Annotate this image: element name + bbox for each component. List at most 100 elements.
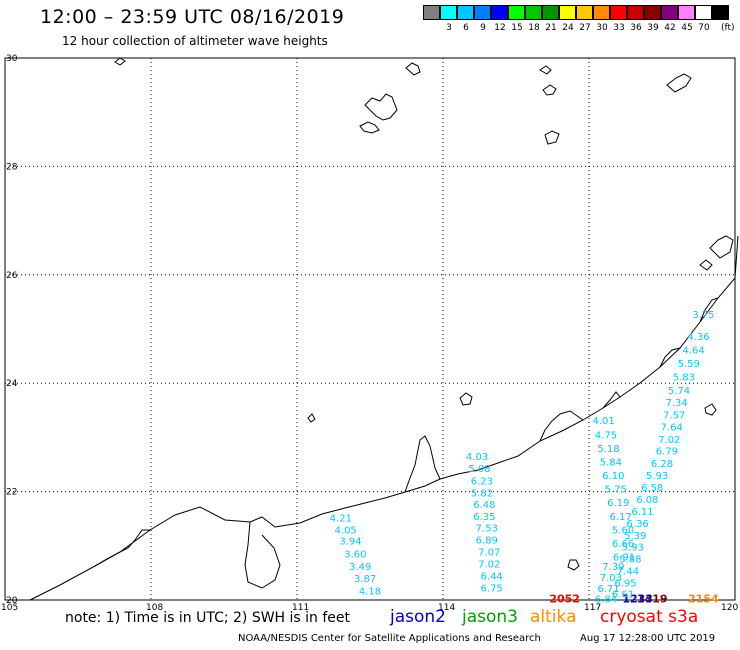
pass-time-label: 1419 <box>637 593 668 606</box>
scale-swatch <box>627 5 644 20</box>
swh-value: 6.89 <box>476 536 498 547</box>
latitude-label: 30 <box>6 54 18 64</box>
swh-value: 4.18 <box>359 587 381 598</box>
island-north-8 <box>114 57 126 66</box>
scale-swatch <box>712 5 729 20</box>
island-north-5 <box>542 84 557 96</box>
swh-value: 5.18 <box>597 444 619 455</box>
scale-swatch <box>576 5 593 20</box>
altimeter-tracks: 4.214.053.94 3.603.493.87 4.18 1419 4.035.08… <box>330 310 719 606</box>
island-north-7 <box>666 73 692 93</box>
map-subtitle: 12 hour collection of altimeter wave hei… <box>62 34 328 48</box>
swh-value: 6.19 <box>607 498 629 509</box>
island-north-2 <box>405 62 421 76</box>
scale-swatch <box>525 5 542 20</box>
swh-value: 6.28 <box>651 459 673 470</box>
swh-value: 4.64 <box>683 345 705 356</box>
scale-swatch <box>695 5 712 20</box>
swh-value: 6.48 <box>473 500 495 511</box>
swh-value: 6.08 <box>636 495 658 506</box>
coast-detail-2 <box>539 410 584 442</box>
swh-value: 5.93 <box>646 471 668 482</box>
coast-detail-3 <box>602 391 621 409</box>
scale-swatch <box>661 5 678 20</box>
longitude-label: 105 <box>1 603 18 613</box>
scale-swatch <box>474 5 491 20</box>
swh-value: 4.36 <box>687 332 709 343</box>
swh-value: 6.10 <box>602 471 624 482</box>
scale-tick-label: 33 <box>613 23 625 33</box>
longitude-label: 117 <box>584 603 601 613</box>
coast-detail-4 <box>659 347 681 368</box>
swh-value: 4.75 <box>595 430 617 441</box>
swh-value: 3.49 <box>349 562 371 573</box>
swh-value: 7.34 <box>665 398 687 409</box>
scale-swatch <box>678 5 695 20</box>
swh-value: 7.44 <box>617 567 639 578</box>
scale-swatch <box>610 5 627 20</box>
swh-value: 6.35 <box>473 512 495 523</box>
latitude-label: 28 <box>6 162 18 172</box>
gulf-coast-west <box>94 529 150 567</box>
pass-time-label: 2154 <box>688 593 719 606</box>
footer-note: note: 1) Time is in UTC; 2) SWH is in fe… <box>65 610 351 626</box>
swh-value: 3.94 <box>339 537 361 548</box>
latitude-label: 20 <box>6 596 18 606</box>
swh-value: 6.11 <box>631 507 653 518</box>
swh-value: 4.01 <box>592 416 614 427</box>
swh-value: 5.74 <box>668 386 690 397</box>
scale-tick-label: 39 <box>647 23 659 33</box>
legend-altika: altika <box>530 607 577 627</box>
scale-swatch <box>423 5 440 20</box>
swh-value: 7.57 <box>663 410 685 421</box>
swh-value: 6.44 <box>481 571 503 582</box>
scale-tick-label: 12 <box>494 23 506 33</box>
scale-tick-label: 9 <box>480 23 486 33</box>
longitude-label: 111 <box>292 603 309 613</box>
swh-value: 7.02 <box>478 559 500 570</box>
island-east-2 <box>709 235 734 259</box>
latitude-label: 24 <box>6 379 18 389</box>
scale-swatch <box>440 5 457 20</box>
longitude-label: 114 <box>438 603 455 613</box>
scale-tick-label: 70 <box>698 23 710 33</box>
coastline <box>29 57 739 601</box>
scale-swatch <box>457 5 474 20</box>
island-north-3 <box>359 121 380 134</box>
longitude-label: 120 <box>721 603 738 613</box>
scale-swatch <box>593 5 610 20</box>
island-south-1 <box>567 559 580 571</box>
island-east-3 <box>699 259 713 271</box>
scale-tick-label: 15 <box>511 23 523 33</box>
pass-time-label: 1233 <box>622 593 653 606</box>
swh-value: 3.87 <box>354 574 376 585</box>
latitude-label: 22 <box>6 488 17 498</box>
scale-tick-label: 3 <box>446 23 452 33</box>
scale-tick-label: 18 <box>528 23 540 33</box>
swh-value: 6.91 <box>613 552 635 563</box>
scale-tick-label: 24 <box>562 23 574 33</box>
swh-value: 5.83 <box>673 372 695 383</box>
scale-tick-label: 36 <box>630 23 642 33</box>
swh-value: 5.59 <box>678 359 700 370</box>
coast-detail-1 <box>404 435 441 493</box>
swh-value: 7.53 <box>476 524 498 535</box>
scale-swatch <box>491 5 508 20</box>
island-north-4 <box>539 65 552 75</box>
credit-line: NOAA/NESDIS Center for Satellite Applica… <box>238 633 541 644</box>
swh-value: 6.95 <box>614 578 636 589</box>
swh-value: 6.23 <box>471 477 493 488</box>
swh-value: 4.03 <box>466 452 488 463</box>
scale-swatch <box>644 5 661 20</box>
legend-jason3: jason3 <box>462 607 518 627</box>
scale-swatch <box>542 5 559 20</box>
swh-value: 4.21 <box>330 513 352 524</box>
swh-value: 6.71 <box>597 584 619 595</box>
island-north-6 <box>544 130 560 145</box>
scale-tick-label: 30 <box>596 23 608 33</box>
mainland-coastline <box>29 235 739 601</box>
swh-value: 4.05 <box>335 525 357 536</box>
swh-value: 6.58 <box>641 483 663 494</box>
swh-value: 7.03 <box>600 573 622 584</box>
